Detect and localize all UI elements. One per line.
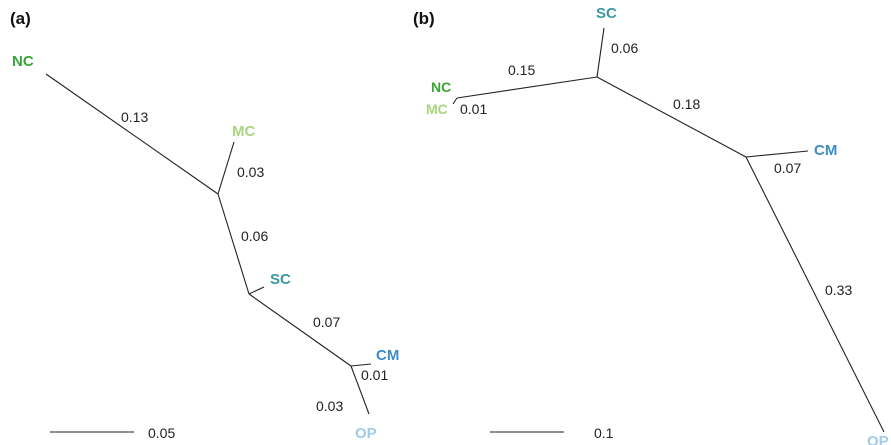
- panel-a-length-nc: 0.13: [121, 109, 148, 125]
- panel-a-tip-op: OP: [355, 425, 377, 442]
- panel-a-scale-label: 0.05: [148, 425, 175, 441]
- panel-b-branch-internal: [596, 76, 747, 158]
- panel-b-length-mc: 0.01: [460, 101, 487, 117]
- panel-a-tip-cm: CM: [376, 347, 399, 364]
- panel-b-scale-label: 0.1: [594, 425, 614, 441]
- panel-a: (a) NC MC SC CM OP 0.13 0.03 0.06 0.07 0…: [10, 9, 399, 442]
- panel-a-branch-mc: [217, 141, 235, 195]
- panel-a-branch-sc-cm: [248, 293, 352, 367]
- panel-b-length-op: 0.33: [825, 282, 852, 298]
- panel-b-length-sc: 0.06: [611, 40, 638, 56]
- panel-a-branch-internal: [217, 193, 250, 295]
- panel-a-branch-sc: [248, 286, 265, 295]
- panel-b-branch-mc: [452, 97, 458, 105]
- panel-a-tip-mc: MC: [232, 123, 255, 140]
- panel-b-branch-op: [745, 156, 885, 433]
- panel-b-tip-mc: MC: [426, 101, 448, 117]
- panel-b-tip-op: OP: [867, 433, 889, 445]
- panel-a-branch-op: [350, 365, 370, 415]
- panel-a-label: (a): [10, 9, 31, 28]
- panel-b-length-internal: 0.18: [673, 96, 700, 112]
- panel-a-length-internal: 0.06: [241, 228, 268, 244]
- panel-a-tip-nc: NC: [12, 53, 34, 70]
- panel-b-length-nc-mc: 0.15: [508, 62, 535, 78]
- panel-b-length-cm: 0.07: [774, 160, 801, 176]
- panel-a-tip-sc: SC: [270, 271, 291, 288]
- panel-b-branch-cm: [745, 150, 809, 158]
- panel-b-branch-nc-mc: [456, 76, 598, 99]
- panel-a-length-sc-cm: 0.07: [313, 314, 340, 330]
- panel-b-label: (b): [413, 9, 435, 28]
- panel-b-tip-sc: SC: [596, 5, 617, 22]
- panel-b-tip-nc: NC: [431, 79, 451, 95]
- panel-a-length-op: 0.03: [316, 398, 343, 414]
- panel-a-branch-nc: [45, 73, 219, 195]
- panel-a-length-cm: 0.01: [361, 367, 388, 383]
- panel-b-branch-sc: [596, 27, 605, 78]
- panel-a-branch-cm: [350, 363, 372, 367]
- panel-a-length-mc: 0.03: [237, 164, 264, 180]
- panel-b: (b) NC MC SC CM OP 0.15 0.06 0.01 0.18 0…: [413, 5, 889, 445]
- panel-b-tip-cm: CM: [814, 142, 837, 159]
